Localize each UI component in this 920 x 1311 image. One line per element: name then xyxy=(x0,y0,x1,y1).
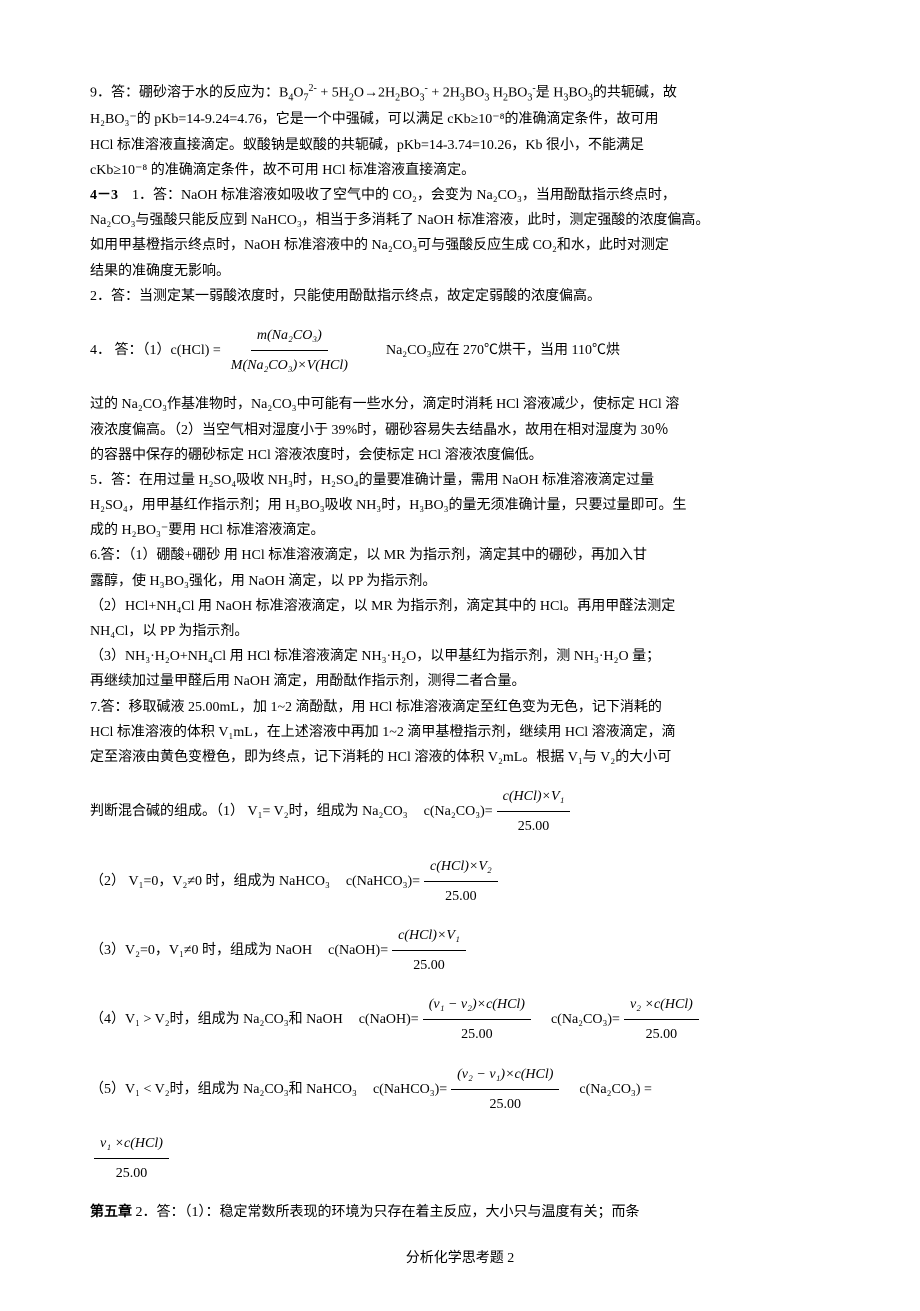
text: + 5H xyxy=(317,86,349,101)
s43-q4-l4: 的容器中保存的硼砂标定 HCl 溶液浓度时，会使标定 HCl 溶液浓度偏低。 xyxy=(90,443,830,468)
text: 2．答：（1）：稳定常数所表现的环境为只存在着主反应，大小只与温度有关；而条 xyxy=(136,1205,640,1220)
lhs: c(Na₂CO₃)= xyxy=(551,1007,620,1032)
sup: 2- xyxy=(308,83,316,94)
text: 判断混合碱的组成。（1） V₁= V₂时，组成为 Na₂CO₃ xyxy=(90,799,408,824)
fraction: v₁ ×c(HCl) 25.00 xyxy=(94,1131,169,1186)
text: （4）V₁ > V₂时，组成为 Na₂CO₃和 NaOH xyxy=(90,1007,343,1032)
text: BO xyxy=(508,86,527,101)
text: （2） V₁=0，V₂≠0 时，组成为 NaHCO₃ xyxy=(90,869,330,894)
s43-q7-l2: HCl 标准溶液的体积 V₁mL，在上述溶液中再加 1~2 滴甲基橙指示剂，继续… xyxy=(90,720,830,745)
fraction: c(HCl)×V₁ 25.00 xyxy=(497,784,571,839)
text: （3）V₂=0，V₁≠0 时，组成为 NaOH xyxy=(90,938,312,963)
ch5-line: 第五章 2．答：（1）：稳定常数所表现的环境为只存在着主反应，大小只与温度有关；… xyxy=(90,1200,830,1225)
denominator: 25.00 xyxy=(455,1020,499,1047)
s43-q6-l6: 再继续加过量甲醛后用 NaOH 滴定，用酚酞作指示剂，测得二者合量。 xyxy=(90,669,830,694)
s43-q5-l2: H₂SO₄，用甲基红作指示剂；用 H₃BO₃吸收 NH₃时，H₃BO₃的量无须准… xyxy=(90,493,830,518)
fraction: (v₂ − v₁)×c(HCl) 25.00 xyxy=(451,1062,559,1117)
numerator: c(HCl)×V₁ xyxy=(497,784,571,812)
text: BO xyxy=(465,86,484,101)
q7-case5: （5）V₁ < V₂时，组成为 Na₂CO₃和 NaHCO₃ c(NaHCO₃)… xyxy=(90,1062,830,1117)
q9-line1: 9．答：硼砂溶于水的反应为：B4O72- + 5H2O→2H2BO3- + 2H… xyxy=(90,80,830,107)
sub: 3 xyxy=(527,92,532,103)
text: （5）V₁ < V₂时，组成为 Na₂CO₃和 NaHCO₃ xyxy=(90,1077,357,1102)
denominator: 25.00 xyxy=(512,812,556,839)
page-footer: 分析化学思考题 2 xyxy=(90,1246,830,1271)
text: 9．答：硼砂溶于水的反应为：B xyxy=(90,86,288,101)
sub: 7 xyxy=(303,92,308,103)
lhs: c(NaOH)= xyxy=(328,938,388,963)
text: BO xyxy=(568,86,587,101)
numerator: c(HCl)×V₁ xyxy=(392,923,466,951)
q9-line3: HCl 标准溶液直接滴定。蚁酸钠是蚁酸的共轭碱，pKb=14-3.74=10.2… xyxy=(90,133,830,158)
denominator: 25.00 xyxy=(110,1159,154,1186)
s43-q6-l2: 露醇，使 H₃BO₃强化，用 NaOH 滴定，以 PP 为指示剂。 xyxy=(90,569,830,594)
s43-q7-l1: 7.答：移取碱液 25.00mL，加 1~2 滴酚酞，用 HCl 标准溶液滴定至… xyxy=(90,695,830,720)
text: 4． 答：（1） xyxy=(90,338,171,363)
numerator: m(Na₂CO₃) xyxy=(251,323,328,351)
numerator: (v₁ − v₂)×c(HCl) xyxy=(423,992,531,1020)
numerator: v₂ ×c(HCl) xyxy=(624,992,699,1020)
denominator: 25.00 xyxy=(439,882,483,909)
lhs: c(NaHCO₃)= xyxy=(373,1077,447,1102)
s43-q1-l3: 如用甲基橙指示终点时，NaOH 标准溶液中的 Na₂CO₃可与强酸反应生成 CO… xyxy=(90,233,830,258)
denominator: 25.00 xyxy=(640,1020,684,1047)
text: + 2H xyxy=(428,86,460,101)
fraction: c(HCl)×V₁ 25.00 xyxy=(392,923,466,978)
text: 的共轭碱，故 xyxy=(593,86,677,101)
lhs: c(Na₂CO₃)= xyxy=(424,799,493,824)
text: H xyxy=(489,86,503,101)
s43-q7-l3: 定至溶液由黄色变橙色，即为终点，记下消耗的 HCl 溶液的体积 V₂mL。根据 … xyxy=(90,745,830,770)
lhs: c(HCl) = xyxy=(171,338,221,363)
s43-q5-l3: 成的 H₂BO₃⁻要用 HCl 标准溶液滴定。 xyxy=(90,518,830,543)
q7-case2: （2） V₁=0，V₂≠0 时，组成为 NaHCO₃ c(NaHCO₃)= c(… xyxy=(90,854,830,909)
text: 1．答：NaOH 标准溶液如吸收了空气中的 CO₂，会变为 Na₂CO₃，当用酚… xyxy=(132,188,676,203)
q7-case3: （3）V₂=0，V₁≠0 时，组成为 NaOH c(NaOH)= c(HCl)×… xyxy=(90,923,830,978)
fraction: (v₁ − v₂)×c(HCl) 25.00 xyxy=(423,992,531,1047)
denominator: 25.00 xyxy=(407,951,451,978)
q7-case1: 判断混合碱的组成。（1） V₁= V₂时，组成为 Na₂CO₃ c(Na₂CO₃… xyxy=(90,784,830,839)
fraction: c(HCl)×V₂ 25.00 xyxy=(424,854,498,909)
s43-q1-l1: 4－3 1．答：NaOH 标准溶液如吸收了空气中的 CO₂，会变为 Na₂CO₃… xyxy=(90,183,830,208)
lhs: c(NaHCO₃)= xyxy=(346,869,420,894)
s43-q6-l3: （2）HCl+NH₄Cl 用 NaOH 标准溶液滴定，以 MR 为指示剂，滴定其… xyxy=(90,594,830,619)
q9-line2: H₂BO₃⁻的 pKb=14-9.24=4.76，它是一个中强碱，可以满足 cK… xyxy=(90,107,830,132)
q7-case5-cont: v₁ ×c(HCl) 25.00 xyxy=(90,1131,830,1186)
numerator: (v₂ − v₁)×c(HCl) xyxy=(451,1062,559,1090)
denominator: M(Na₂CO₃)×V(HCl) xyxy=(225,351,354,378)
q9-line4: cKb≥10⁻⁸ 的准确滴定条件，故不可用 HCl 标准溶液直接滴定。 xyxy=(90,158,830,183)
text: O xyxy=(293,86,303,101)
section-label: 第五章 xyxy=(90,1205,132,1220)
s43-q6-l4: NH₄Cl，以 PP 为指示剂。 xyxy=(90,619,830,644)
section-label: 4－3 xyxy=(90,188,118,203)
text: 是 H xyxy=(536,86,564,101)
s43-q5-l1: 5．答：在用过量 H₂SO₄吸收 NH₃时，H₂SO₄的量要准确计量，需用 Na… xyxy=(90,468,830,493)
s43-q1-l2: Na₂CO₃与强酸只能反应到 NaHCO₃，相当于多消耗了 NaOH 标准溶液，… xyxy=(90,208,830,233)
s43-q4-l3: 液浓度偏高。（2）当空气相对湿度小于 39%时，硼砂容易失去结晶水，故用在相对湿… xyxy=(90,418,830,443)
s43-q6-l5: （3）NH₃·H₂O+NH₄Cl 用 HCl 标准溶液滴定 NH₃·H₂O，以甲… xyxy=(90,644,830,669)
lhs: c(NaOH)= xyxy=(359,1007,419,1032)
numerator: v₁ ×c(HCl) xyxy=(94,1131,169,1159)
text: O→2H xyxy=(354,86,395,101)
q7-case4: （4）V₁ > V₂时，组成为 Na₂CO₃和 NaOH c(NaOH)= (v… xyxy=(90,992,830,1047)
lhs: c(Na₂CO₃) = xyxy=(579,1077,651,1102)
numerator: c(HCl)×V₂ xyxy=(424,854,498,882)
sub: 3 xyxy=(420,92,425,103)
fraction: m(Na₂CO₃) M(Na₂CO₃)×V(HCl) xyxy=(225,323,354,378)
s43-q4-formula: 4． 答：（1） c(HCl) = m(Na₂CO₃) M(Na₂CO₃)×V(… xyxy=(90,323,830,378)
s43-q6-l1: 6.答：（1）硼酸+硼砂 用 HCl 标准溶液滴定，以 MR 为指示剂，滴定其中… xyxy=(90,543,830,568)
s43-q1-l4: 结果的准确度无影响。 xyxy=(90,259,830,284)
text: Na₂CO₃应在 270℃烘干，当用 110℃烘 xyxy=(386,338,620,363)
s43-q2: 2．答：当测定某一弱酸浓度时，只能使用酚酞指示终点，故定定弱酸的浓度偏高。 xyxy=(90,284,830,309)
fraction: v₂ ×c(HCl) 25.00 xyxy=(624,992,699,1047)
text: BO xyxy=(400,86,419,101)
s43-q4-l2: 过的 Na₂CO₃作基准物时，Na₂CO₃中可能有一些水分，滴定时消耗 HCl … xyxy=(90,392,830,417)
denominator: 25.00 xyxy=(484,1090,528,1117)
